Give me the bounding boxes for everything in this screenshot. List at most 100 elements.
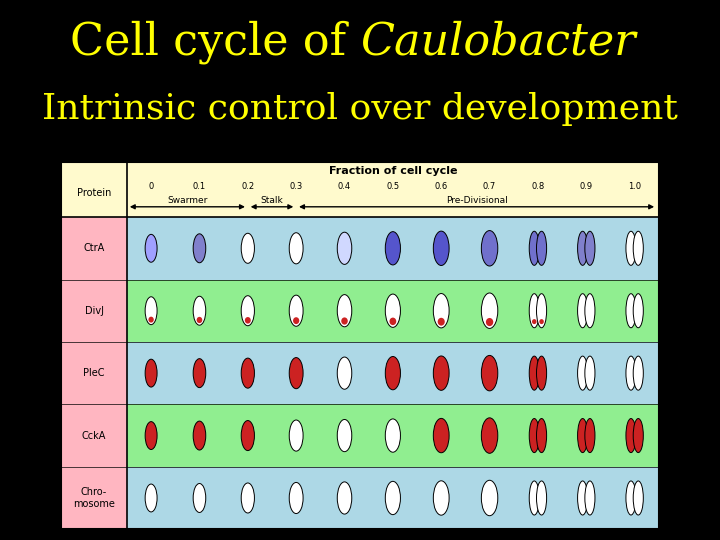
Text: 0.5: 0.5 xyxy=(387,183,400,192)
Ellipse shape xyxy=(433,481,449,515)
Bar xyxy=(61,467,659,529)
Ellipse shape xyxy=(633,294,643,328)
Ellipse shape xyxy=(337,357,352,389)
Ellipse shape xyxy=(433,231,449,266)
Ellipse shape xyxy=(241,483,254,513)
Text: 0.6: 0.6 xyxy=(435,183,448,192)
Ellipse shape xyxy=(337,295,352,327)
Text: Swarmer: Swarmer xyxy=(167,195,207,205)
Ellipse shape xyxy=(626,231,636,265)
Text: 1.0: 1.0 xyxy=(628,183,642,192)
Ellipse shape xyxy=(536,418,546,453)
Ellipse shape xyxy=(577,481,588,515)
Bar xyxy=(61,280,659,342)
Bar xyxy=(61,280,127,342)
Bar xyxy=(61,217,659,280)
Ellipse shape xyxy=(385,232,400,265)
Ellipse shape xyxy=(482,355,498,391)
Ellipse shape xyxy=(577,356,588,390)
Ellipse shape xyxy=(293,317,300,324)
Bar xyxy=(61,342,659,404)
Ellipse shape xyxy=(438,318,445,326)
Ellipse shape xyxy=(529,418,539,453)
Ellipse shape xyxy=(529,481,539,515)
Ellipse shape xyxy=(241,421,254,450)
Ellipse shape xyxy=(626,294,636,328)
Ellipse shape xyxy=(585,231,595,265)
Text: 0.9: 0.9 xyxy=(580,183,593,192)
Ellipse shape xyxy=(193,421,206,450)
Ellipse shape xyxy=(385,294,400,327)
Ellipse shape xyxy=(482,480,498,516)
Ellipse shape xyxy=(482,231,498,266)
Ellipse shape xyxy=(337,232,352,265)
Ellipse shape xyxy=(289,295,303,326)
Ellipse shape xyxy=(577,231,588,265)
Text: DivJ: DivJ xyxy=(84,306,104,316)
Ellipse shape xyxy=(626,481,636,515)
Ellipse shape xyxy=(529,294,539,328)
Text: Caulobacter: Caulobacter xyxy=(360,21,636,64)
Ellipse shape xyxy=(145,484,157,512)
Ellipse shape xyxy=(193,483,206,512)
Ellipse shape xyxy=(341,318,348,325)
Ellipse shape xyxy=(577,294,588,328)
Ellipse shape xyxy=(585,356,595,390)
Ellipse shape xyxy=(626,356,636,390)
Ellipse shape xyxy=(532,319,536,324)
Ellipse shape xyxy=(626,418,636,453)
Bar xyxy=(61,404,659,467)
Ellipse shape xyxy=(145,234,157,262)
Ellipse shape xyxy=(577,418,588,453)
Ellipse shape xyxy=(289,482,303,514)
Ellipse shape xyxy=(585,294,595,328)
Ellipse shape xyxy=(241,296,254,326)
Ellipse shape xyxy=(486,318,493,326)
Ellipse shape xyxy=(482,293,498,328)
Ellipse shape xyxy=(529,356,539,390)
Ellipse shape xyxy=(193,296,206,325)
Ellipse shape xyxy=(433,294,449,328)
Text: CtrA: CtrA xyxy=(84,244,104,253)
Ellipse shape xyxy=(289,357,303,389)
Text: 0: 0 xyxy=(148,183,154,192)
Text: 0.4: 0.4 xyxy=(338,183,351,192)
Text: Pre-Divisional: Pre-Divisional xyxy=(446,195,508,205)
Ellipse shape xyxy=(536,231,546,265)
Text: CckA: CckA xyxy=(82,430,107,441)
Bar xyxy=(61,342,127,404)
Text: Cell cycle of: Cell cycle of xyxy=(70,21,360,64)
Ellipse shape xyxy=(337,482,352,514)
Ellipse shape xyxy=(193,234,206,263)
Text: 0.7: 0.7 xyxy=(483,183,496,192)
Ellipse shape xyxy=(385,419,400,452)
Ellipse shape xyxy=(536,294,546,328)
Bar xyxy=(61,162,659,217)
Text: Stalk: Stalk xyxy=(261,195,284,205)
Ellipse shape xyxy=(633,356,643,390)
Text: PleC: PleC xyxy=(84,368,105,378)
Ellipse shape xyxy=(390,318,396,325)
Bar xyxy=(61,404,127,467)
Ellipse shape xyxy=(193,359,206,388)
Text: 0.3: 0.3 xyxy=(289,183,303,192)
Text: 0.1: 0.1 xyxy=(193,183,206,192)
Ellipse shape xyxy=(241,233,254,264)
Ellipse shape xyxy=(289,420,303,451)
Ellipse shape xyxy=(337,420,352,451)
Text: 0.8: 0.8 xyxy=(531,183,544,192)
Ellipse shape xyxy=(145,422,157,449)
Ellipse shape xyxy=(633,231,643,265)
Ellipse shape xyxy=(585,418,595,453)
Ellipse shape xyxy=(536,481,546,515)
Ellipse shape xyxy=(536,356,546,390)
Ellipse shape xyxy=(385,481,400,515)
Ellipse shape xyxy=(385,356,400,390)
Ellipse shape xyxy=(289,233,303,264)
Ellipse shape xyxy=(433,356,449,390)
Ellipse shape xyxy=(145,297,157,325)
Ellipse shape xyxy=(529,231,539,265)
Ellipse shape xyxy=(241,358,254,388)
Text: Chro-
mosome: Chro- mosome xyxy=(73,487,115,509)
Ellipse shape xyxy=(633,418,643,453)
